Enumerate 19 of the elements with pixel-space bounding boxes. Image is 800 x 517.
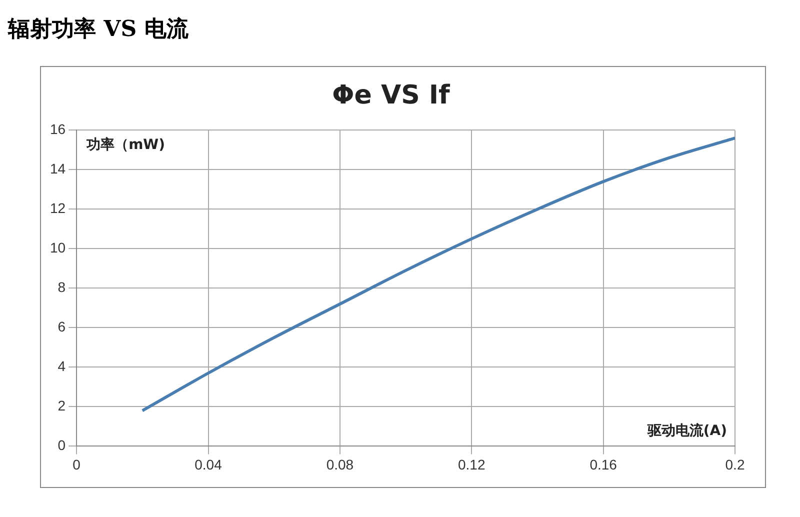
y-tick-label: 4 <box>58 358 66 374</box>
y-tick-label: 8 <box>58 279 66 296</box>
x-tick-label: 0.04 <box>194 456 222 472</box>
y-tick-label: 2 <box>58 398 66 414</box>
y-tick-label: 6 <box>58 318 66 335</box>
x-tick-label: 0.12 <box>458 456 486 472</box>
chart-title: 辐射功率 VS 电流 <box>8 15 188 44</box>
y-tick-label: 10 <box>50 240 66 256</box>
y-tick-label: 16 <box>50 121 66 138</box>
x-tick-label: 0.08 <box>326 456 354 472</box>
y-tick-label: 14 <box>50 160 66 177</box>
y-axis-title: 功率（mW) <box>86 136 166 153</box>
x-tick-label: 0.2 <box>725 456 745 472</box>
x-tick-label: 0.16 <box>590 456 618 472</box>
x-axis-title: 驱动电流(A) <box>646 422 727 439</box>
y-tick-label: 0 <box>58 437 66 454</box>
x-tick-label: 0 <box>72 456 81 472</box>
chart-subtitle: Φe VS If <box>332 80 451 110</box>
y-tick-label: 12 <box>50 200 66 216</box>
